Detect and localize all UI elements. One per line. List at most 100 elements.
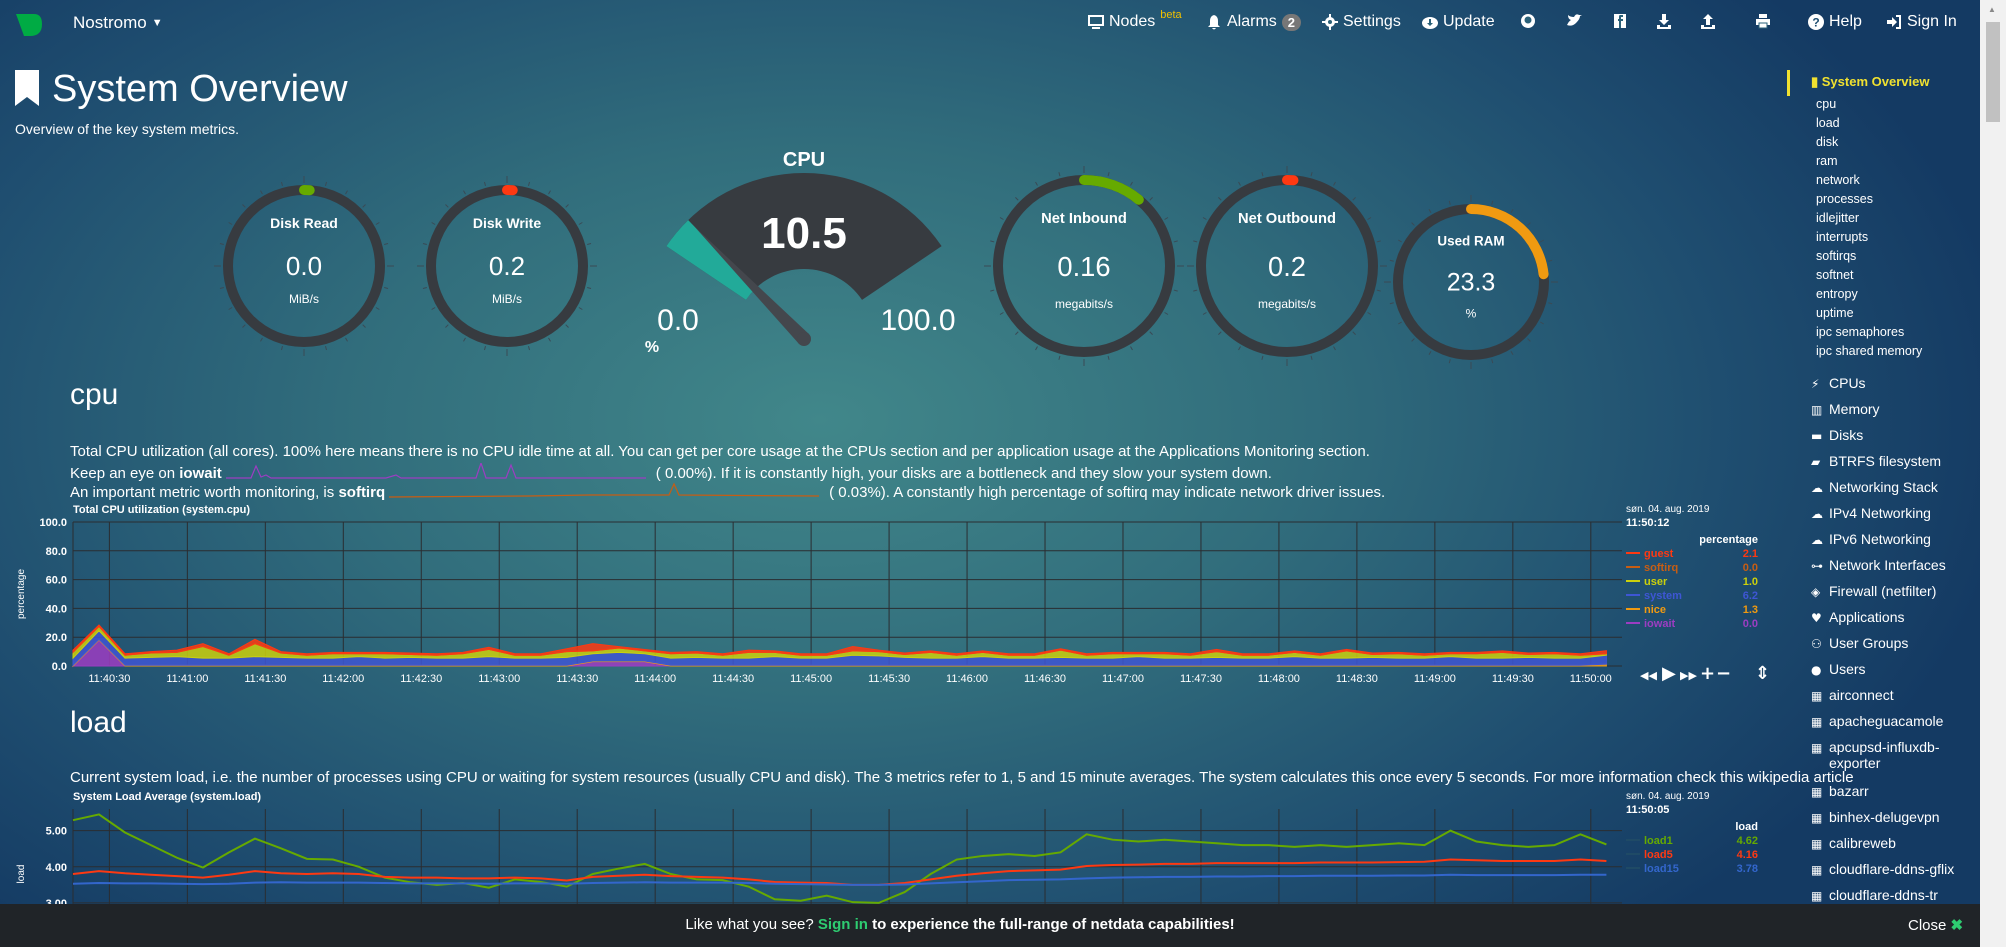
sidebar-item-networking-stack[interactable]: ☁ Networking Stack (1811, 479, 1938, 495)
sidebar-item-bazarr[interactable]: ▦ bazarr (1811, 783, 1869, 799)
sidebar-subitem-softirqs[interactable]: softirqs (1816, 249, 1857, 263)
iowait-sparkline[interactable] (225, 461, 646, 481)
cpu-gauge-value: 10.5 (761, 209, 847, 258)
sidebar-item-network-interfaces[interactable]: ⊶ Network Interfaces (1811, 557, 1946, 573)
section-heading-load: load (70, 706, 127, 739)
cpu-gauge[interactable]: CPU 10.5 0.0% 100.0 (645, 149, 956, 356)
rewind-icon[interactable]: ◀◀ (1640, 669, 1657, 682)
sidebar-item-btrfs-filesystem[interactable]: ▰ BTRFS filesystem (1811, 453, 1941, 469)
cpu-gauge-units: % (645, 339, 659, 356)
twitter-button[interactable] (1566, 13, 1582, 29)
scroll-up-icon[interactable]: ▲ (1988, 5, 1996, 14)
sidebar-subitem-disk[interactable]: disk (1816, 135, 1839, 149)
gauge-title: Used RAM (1437, 234, 1504, 249)
sidebar-subitem-softnet[interactable]: softnet (1816, 268, 1854, 282)
gauge-disk-write[interactable]: Disk Write 0.2 MiB/s (417, 176, 597, 356)
alarms-button[interactable]: Alarms 2 (1206, 13, 1302, 31)
gauge-tick (1428, 209, 1432, 213)
legend-series-name: load1 (1644, 835, 1673, 847)
sidebar-item-cloudflare-ddns-gflix[interactable]: ▦ cloudflare-ddns-gflix (1811, 861, 1954, 877)
gauge-disk-read[interactable]: Disk Read 0.0 MiB/s (214, 176, 394, 356)
gauge-tick (1389, 259, 1394, 262)
gauge-tick (1015, 331, 1019, 335)
zoom-in-icon[interactable]: + (1700, 663, 1715, 684)
gauge-title: Disk Read (270, 215, 338, 231)
scrollbar[interactable]: ▲ (1980, 0, 2006, 947)
sidebar-item-memory[interactable]: ▥ Memory (1811, 401, 1880, 417)
nodes-button[interactable]: Nodes beta (1088, 9, 1182, 31)
sidebar-item-apacheguacamole[interactable]: ▦ apacheguacamole (1811, 713, 1943, 729)
zoom-out-icon[interactable]: − (1716, 663, 1731, 684)
sidebar-item-cloudflare-ddns-tr[interactable]: ▦ cloudflare-ddns-tr (1811, 887, 1938, 903)
area-series-system[interactable] (72, 629, 1607, 667)
banner-sign-in-link[interactable]: Sign in (817, 916, 868, 933)
sidebar-subitem-cpu[interactable]: cpu (1816, 97, 1837, 111)
sidebar-item-disks[interactable]: ▬ Disks (1811, 427, 1863, 443)
play-icon[interactable]: ▶ (1662, 663, 1676, 684)
banner-pre: Like what you see? (685, 916, 818, 933)
upload-button[interactable] (1700, 13, 1716, 29)
gauge-used-ram[interactable]: Used RAM 23.3% (1384, 195, 1558, 369)
sidebar-item-airconnect[interactable]: ▦ airconnect (1811, 687, 1894, 703)
sidebar-item-apcupsd-influxdb[interactable]: ▦ apcupsd-influxdb-exporter (1811, 739, 1940, 771)
legend-series-value: 4.16 (1737, 849, 1758, 861)
gauge-tick (1310, 355, 1313, 360)
sidebar-subitem-network[interactable]: network (1816, 173, 1860, 187)
x-tick-label: 11:49:00 (1414, 673, 1456, 685)
cpu-chart[interactable]: Total CPU utilization (system.cpu) percen… (0, 500, 1780, 700)
softirq-sparkline[interactable] (389, 482, 820, 500)
sidebar-subitem-ipc-shared-memory[interactable]: ipc shared memory (1816, 344, 1923, 358)
load-chart[interactable]: System Load Average (system.load) load 5.0… (0, 790, 1780, 947)
print-button[interactable] (1755, 13, 1771, 29)
line-series-load1[interactable] (72, 813, 1607, 904)
sidebar-item-label: Networking Stack (1829, 479, 1938, 495)
github-button[interactable] (1520, 13, 1536, 29)
fast-forward-icon[interactable]: ▶▶ (1680, 669, 1697, 682)
sidebar-item-ipv4-networking[interactable]: ☁ IPv4 Networking (1811, 505, 1931, 521)
x-tick-label: 11:46:30 (1024, 673, 1066, 685)
sidebar-subitem-load[interactable]: load (1816, 116, 1840, 130)
gauge-net-outbound[interactable]: Net Outbound 0.2 megabits/s (1187, 166, 1387, 366)
sidebar-item-ipv6-networking[interactable]: ☁ IPv6 Networking (1811, 531, 1931, 547)
update-button[interactable]: Update (1422, 13, 1495, 31)
github-icon (1521, 14, 1535, 28)
sidebar-item-label: Memory (1829, 401, 1880, 417)
netdata-logo-icon[interactable] (14, 12, 44, 38)
facebook-button[interactable] (1612, 13, 1628, 29)
gauge-tick (483, 181, 487, 186)
download-button[interactable] (1656, 13, 1672, 29)
sidebar-subitem-idlejitter[interactable]: idlejitter (1816, 211, 1860, 225)
sign-in-button[interactable]: Sign In (1886, 13, 1957, 31)
sidebar-subitem-ram[interactable]: ram (1816, 154, 1838, 168)
gauge-tick (219, 286, 224, 290)
line-series-load15[interactable] (72, 873, 1607, 886)
resize-icon[interactable]: ⇕ (1755, 663, 1770, 684)
sidebar-item-applications[interactable]: ♥ Applications (1811, 609, 1905, 625)
area-series-guest[interactable] (72, 624, 1607, 656)
sidebar-item-calibreweb[interactable]: ▦ calibreweb (1811, 835, 1896, 851)
settings-button[interactable]: Settings (1322, 13, 1401, 31)
sidebar-item-user-groups[interactable]: ⚇ User Groups (1811, 635, 1908, 651)
node-selector[interactable]: Nostromo ▼ (73, 13, 163, 33)
sidebar-item-system-overview[interactable]: ▮ System Overview (1811, 74, 1929, 90)
banner-close-button[interactable]: Close ✖ (1908, 916, 1963, 934)
gauge-tick (422, 286, 427, 290)
sidebar-subitem-uptime[interactable]: uptime (1816, 306, 1854, 320)
gauge-net-inbound[interactable]: Net Inbound 0.16 megabits/s (984, 166, 1184, 366)
help-button[interactable]: ? Help (1808, 13, 1862, 31)
sidebar-item-cpus[interactable]: ⚡ CPUs (1811, 375, 1866, 391)
sidebar-subitem-interrupts[interactable]: interrupts (1816, 230, 1869, 244)
sidebar-item-users[interactable]: ● Users (1811, 661, 1866, 677)
gauge-tick (1491, 359, 1494, 364)
scrollbar-thumb[interactable] (1986, 22, 2000, 122)
sidebar-item-firewall-netfilter[interactable]: ◈ Firewall (netfilter) (1811, 583, 1936, 599)
caret-down-icon: ▼ (151, 17, 163, 29)
x-tick-label: 11:49:30 (1492, 673, 1534, 685)
sidebar-subitem-entropy[interactable]: entropy (1816, 287, 1858, 301)
gauge-tick (1202, 217, 1207, 220)
line-series-load5[interactable] (72, 858, 1607, 886)
sidebar-item-binhex-delugevpn[interactable]: ▦ binhex-delugevpn (1811, 809, 1940, 825)
sidebar-subitem-ipc-semaphores[interactable]: ipc semaphores (1816, 325, 1905, 339)
sidebar-subitem-processes[interactable]: processes (1816, 192, 1873, 206)
legend-time: 11:50:12 (1626, 517, 1669, 529)
